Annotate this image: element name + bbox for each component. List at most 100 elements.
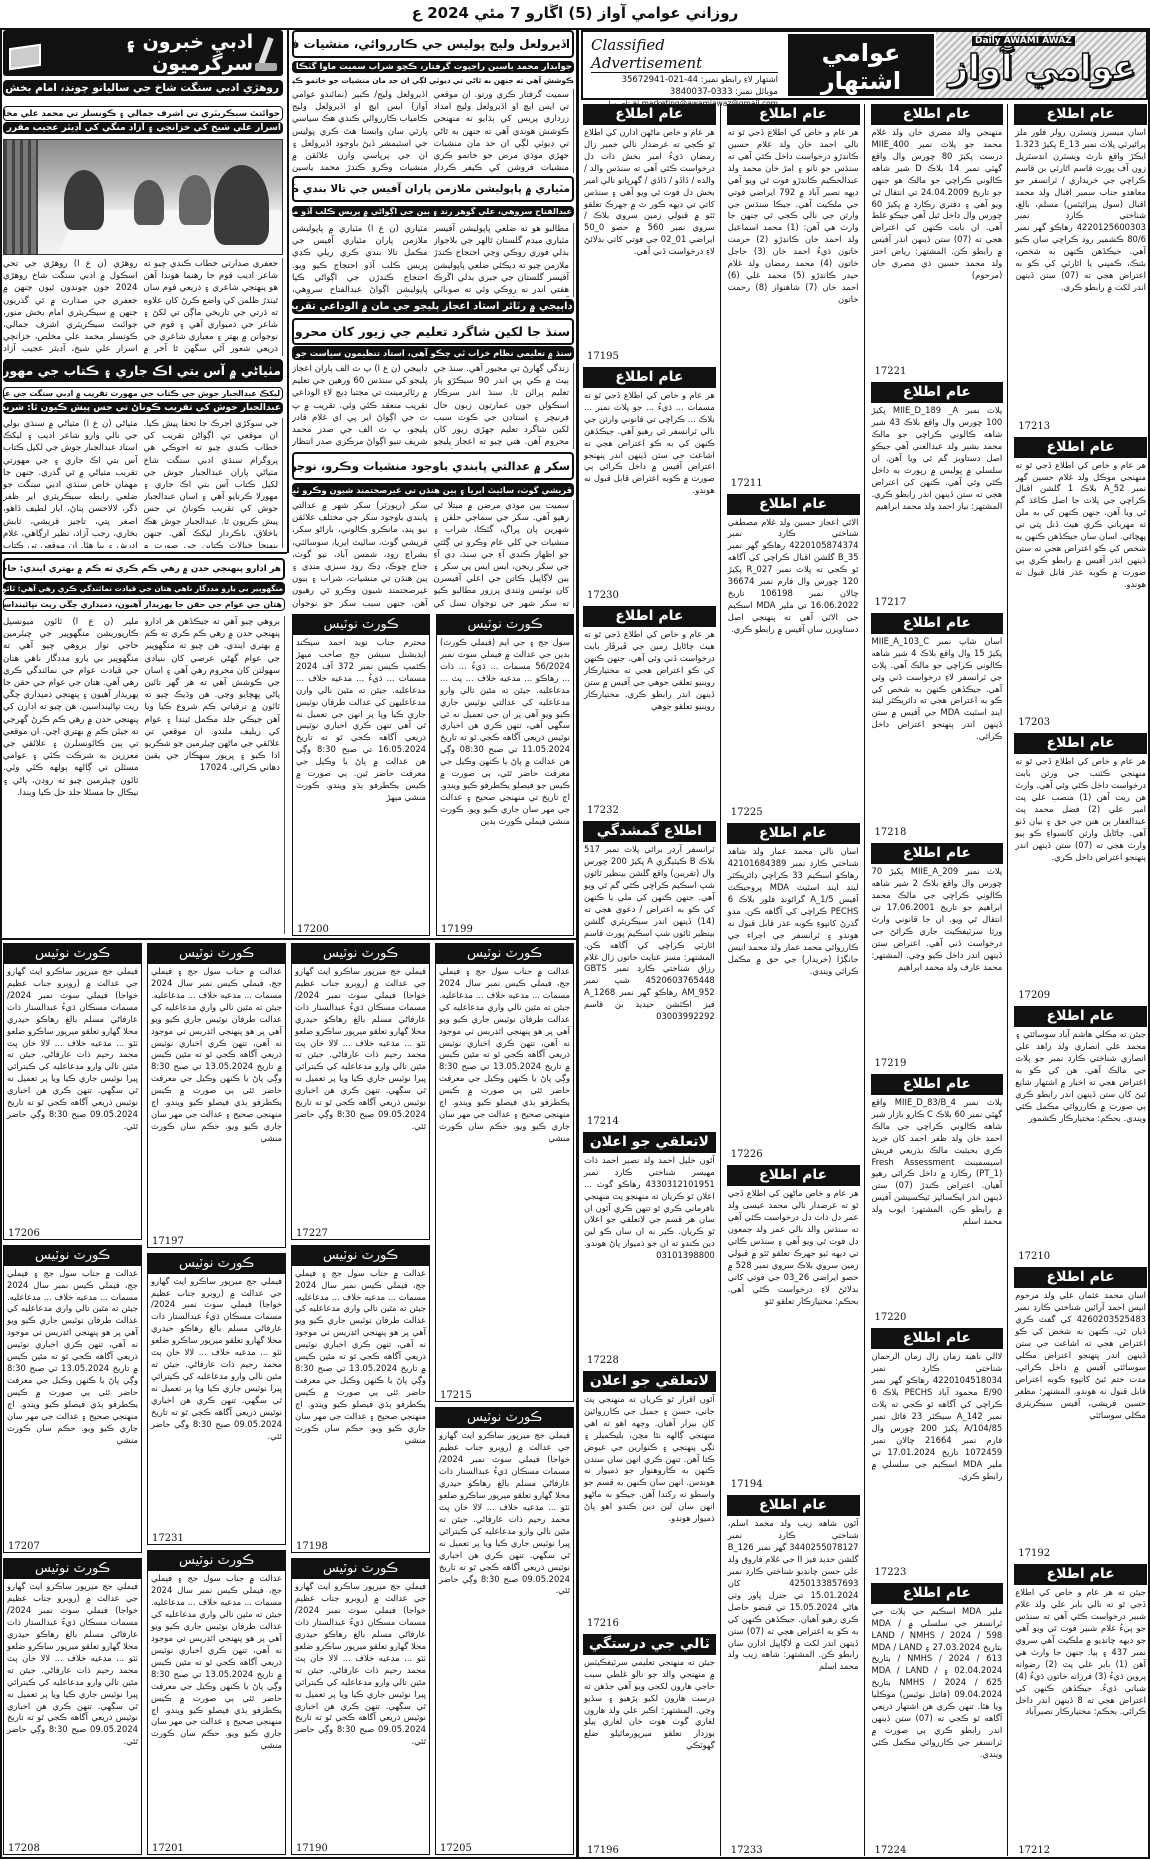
court-notice: ڪورٽ نوٽيس فيملي جج ميرپور ساڪرو ايٽ گهار… [147,1252,286,1546]
court-notice: ڪورٽ نوٽيس عدالت ۾ جناب سول جج ۽ فيملي جج… [147,1550,286,1855]
notice-number: 17212 [1018,1845,1051,1857]
contact-mobile: موبائل نمبر: 0333-3840037 [669,87,778,97]
notice-body: لاالي ناهيد زمان زال زمان الرحمان شناختي… [871,1351,1003,1481]
notice-column: ڪورٽ نوٽيس محترم جناب نويد احمد سيڪنڊ ايڊ… [292,614,430,936]
awami-ishtihar-box: عوامي اشتهار [786,32,936,98]
matiari-article-body: مٽياري (ن ع ا) مٽياري ۾ پاپوليشن ملازمن … [292,223,574,297]
section-rule [0,938,576,940]
classified-column: عام اطلاع هر عام و خاص کي اطلاع ڏجي ٿو ته… [726,104,865,1856]
classified-notice: عام اطلاع آئون شاهه زيب ولد محمد اسلم، شن… [726,1495,860,1856]
classified-notice: عام اطلاع پلاٽ نمبر MIIE_D_189 _A پکيڙ 10… [870,382,1004,608]
article-text: اڏيرولعل وليج/ ڪبير (نمائندو عوامي آواز)… [292,90,428,173]
classified-column: عام اطلاع منهنجي والد مصري خان ولد غلام م… [870,104,1009,1856]
notice-title: لاتعلقي جو اعلان [583,1131,716,1153]
notice-column: ڪورٽ نوٽيس عدالت ۾ جناب سول جج ۽ فيملي جج… [435,943,574,1856]
notice-title: عام اطلاع [583,104,716,125]
notice-number: 17207 [8,1541,40,1553]
notice-number: 17196 [587,1845,619,1856]
notice-column: ڪورٽ نوٽيس عدالت ۾ جناب سول جج ۽ فيملي جج… [147,943,286,1855]
court-notice: ڪورٽ نوٽيس محترم جناب نويد احمد سيڪنڊ ايڊ… [292,614,430,936]
classified-notice: ٽالي جي درستگي جيئن ته منهنجي تعليمي سرٽي… [583,1633,716,1856]
classified-column: عام اطلاع هر عام و خاص ماڻهن ادارن کي اطل… [583,104,721,1856]
notice-title: عام اطلاع [726,493,860,515]
notice-body: فيملي جج ميرپور ساڪرو ايٽ گهارو جي عدالت… [7,966,138,1131]
notice-title: عام اطلاع [870,382,1004,404]
notice-body: فيملي جج ميرپور ساڪرو ايٽ گهارو جي عدالت… [295,1581,426,1747]
matiari-headline: مٽياري ۾ پاپوليشن ملازمن پاران آفيس جي ت… [292,176,574,202]
court-notice: ڪورٽ نوٽيس فيملي جج ميرپور ساڪرو ايٽ گهار… [291,1558,430,1855]
aderolal-headline: اڏيرولعل وليج پوليس جي ڪارروائي، منشيات … [292,30,574,58]
notice-number: 17221 [874,366,907,378]
notice-number: 17232 [587,805,619,817]
notice-body: سول جج ۽ جي ايم (فيملي ڪورٽ) بدين جي عدا… [440,637,570,826]
notice-body: آئون اقرار ٿو ڪريان ته منهنجي پٽ جاني، ح… [584,1393,715,1524]
notice-title: عام اطلاع [583,366,716,388]
notice-column: ڪورٽ نوٽيس سول جج ۽ جي ايم (فيملي ڪورٽ) ب… [436,614,574,936]
article-text: جعفري صدارتي خطاب ڪندي چيو ته شاعر اديب … [144,258,283,356]
notice-title: عام اطلاع [870,1073,1004,1095]
notice-title: ڪورٽ نوٽيس [4,1559,141,1580]
adabi-subheadline-1: جوائنٽ سيڪريٽري تي اشرف جمالي ۽ ڪونسلر ت… [3,106,283,121]
notice-number: 17218 [874,827,907,839]
notice-title: اطلاع گمشدگي [583,821,716,843]
notice-number: 17226 [730,1149,763,1161]
notice-title: ڪورٽ نوٽيس [436,944,573,964]
classified-notice: عام اطلاع اسان نالي محمد عمار ولد شاهد شن… [726,823,860,1161]
notice-number: 17197 [152,1235,184,1247]
mithiani-subheadline-2: عبدالجبار جوش کي تقريب ڪوناڻ تي جس پيش ڪ… [3,402,283,414]
aderolal-article-body: اڏيرولعل وليج/ ڪبير (نمائندو عوامي آواز)… [292,89,574,173]
notice-body: فيملي جج ميرپور ساڪرو ايٽ گهارو جي عدالت… [439,1430,570,1596]
notice-body: جيئن ته مڪلي هاشم آباد سوسائٽي ۽ محمد عل… [1015,1029,1146,1123]
notice-title: ڪورٽ نوٽيس [293,615,429,635]
court-notice: ڪورٽ نوٽيس فيملي جج ميرپور ساڪرو ايٽ گهار… [3,1558,142,1855]
article-text: مطالبو هو ته ضلعي پاپوليشن آفيسر مٽياري … [434,223,574,297]
notice-body: عدالت ۾ جناب سول جج ۽ فيملي جج، فيملي ڪي… [295,1267,426,1445]
notice-title: ڪورٽ نوٽيس [292,1245,429,1266]
court-notice: ڪورٽ نوٽيس عدالت ۾ جناب سول جج ۽ فيملي جج… [3,1244,142,1554]
court-notice: ڪورٽ نوٽيس عدالت ۾ جناب سول جج ۽ فيملي جج… [291,1244,430,1554]
notice-body: آئون خليل احمد ولد نصير احمد ذات مهيسر ش… [584,1154,715,1261]
adabi-section-header: ادبي خبرون ۽ سرگرميون [3,30,283,76]
sukkur-subheadline: قريشي گوٺ، سائيٽ ايريا ۽ ٻين هنڌن تي غير… [292,483,574,497]
notice-number: 17203 [1018,717,1051,729]
notice-number: 17199 [441,924,473,935]
matiari-subheadline: عبدالفتاح سروهي، علي گوهر رند ۽ ٻين جي ا… [292,206,574,217]
notice-number: 17200 [297,924,329,935]
sukkur-headline: سکر ۾ عدالتي پابندي باوجود منشيات وڪرو، … [292,452,574,480]
book-icon [9,38,37,68]
court-notice: ڪورٽ نوٽيس فيملي جج ميرپور ساڪرو ايٽ گهار… [3,943,142,1240]
notice-number: 17215 [440,1390,472,1402]
column-divider [576,28,579,1858]
court-notice: ڪورٽ نوٽيس سول جج ۽ جي ايم (فيملي ڪورٽ) ب… [436,614,574,936]
logo-english-name: Daily AWAMI AWAZ [972,36,1075,46]
article-text: بروهي چيو آهي ته جيڪڏهن هر ادارو پنهنجي … [145,616,285,934]
article-text: جي سوکڙي اجرڪ جا تحفا پيش ڪيا. ان موقعي … [144,418,283,548]
notice-title: ڪورٽ نوٽيس [148,1253,285,1274]
notice-title: ڪورٽ نوٽيس [148,1551,285,1572]
bottom-court-notices: ڪورٽ نوٽيس عدالت ۾ جناب سول جج ۽ فيملي جج… [3,943,574,1856]
notice-body: فيملي جج ميرپور ساڪرو ايٽ گهارو جي عدالت… [151,1275,282,1441]
notice-number: 17190 [296,1842,328,1854]
education-subheadline: سنڌ ۾ تعليمي نظام خراب ٿي چڪو آهي، استاد… [292,346,574,360]
classified-notice: عام اطلاع منهنجي والد مصري خان ولد غلام م… [870,104,1004,378]
notice-number: 17209 [1018,990,1051,1002]
notice-body: اسان محمد عثمان علي ولد مرحوم انيس احمد … [1015,1290,1146,1420]
education-headline: سنڌ جا لکين شاگرد تعليم جي زيور کان محرو… [292,318,574,345]
notice-title: عام اطلاع [583,606,716,627]
notice-title: ڪورٽ نوٽيس [148,944,285,964]
manghopir-headline: هر ادارو پنهنجي حدن ۾ رهي ڪم ڪري ته ڪم ۾… [3,558,285,580]
court-notice: ڪورٽ نوٽيس عدالت ۾ جناب سول جج ۽ فيملي جج… [147,943,286,1248]
classified-notice: لاتعلقي جو اعلان آئون اقرار ٿو ڪريان ته م… [583,1370,716,1629]
classified-notice: عام اطلاع هر عام و خاص ماڻهن کي اطلاع ڏجي… [726,1165,860,1490]
classified-notice: لاتعلقي جو اعلان آئون خليل احمد ولد نصير … [583,1131,716,1366]
meeting-photo [3,139,283,255]
sukkur-article-body: سکر (رپورٽر) سکر شهر ۾ عدالتي پابندي باو… [292,500,574,608]
notice-body: جيئن ته منهنجي تعليمي سرٽيفڪيٽس ۾ منهنجي… [584,1656,715,1751]
classified-notice: اطلاع گمشدگي ٽرانسفر آرڊر برائي پلاٽ نمبر… [583,821,716,1127]
notice-number: 17213 [1018,420,1051,432]
notice-body: هر عام و خاص کي اطلاع ڏجي ٿو ته هيٺ ڄاڻا… [584,629,715,711]
notice-body: الائي اعجاز حسين ولد غلام مصطفي شناختي ڪ… [727,516,859,634]
classified-notice: عام اطلاع هر عام و خاص کي اطلاع ڏجي ٿو ته… [583,606,716,816]
classified-notice: عام اطلاع لاالي ناهيد زمان زال زمان الرحم… [870,1328,1004,1578]
notice-body: اسان نالي محمد عمار ولد شاهد شناختي ڪارڊ… [727,846,859,976]
